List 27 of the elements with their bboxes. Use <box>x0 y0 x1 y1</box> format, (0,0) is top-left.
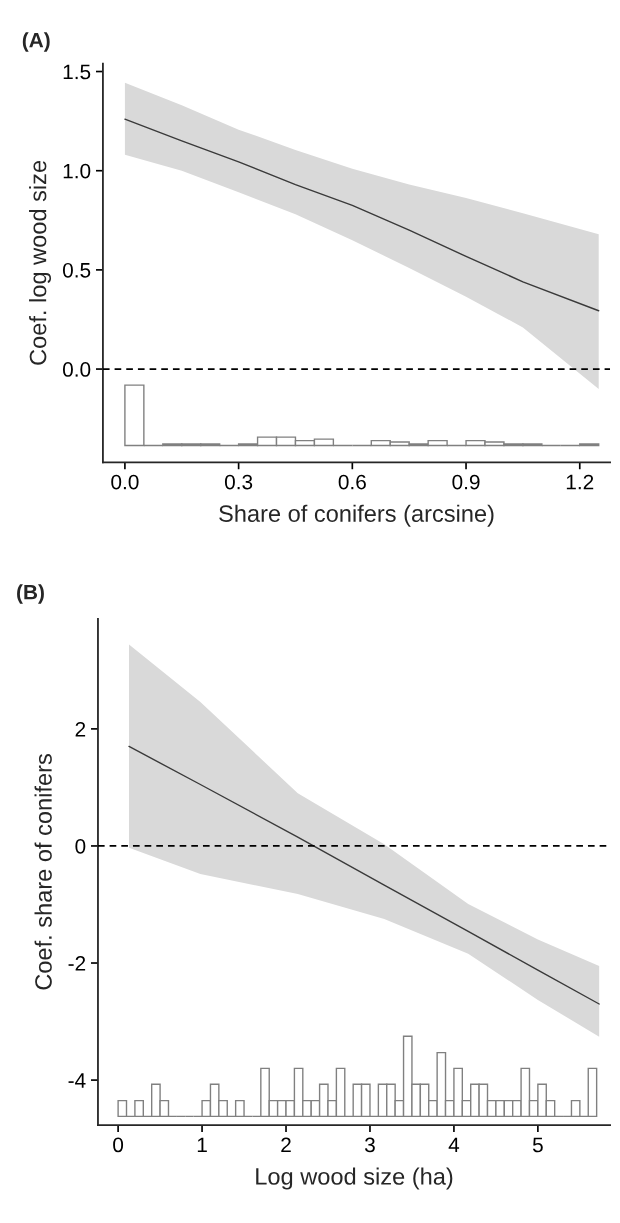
x-tick-label: 5 <box>532 1137 543 1153</box>
y-tick-label: 1.5 <box>63 64 91 80</box>
line-series <box>124 118 600 312</box>
y-axis-title: Coef. share of conifers <box>34 754 52 990</box>
y-tick-label: 0.0 <box>62 362 91 377</box>
x-axis-title: Share of conifers (arcsine) <box>219 504 494 527</box>
x-tick-label: 3 <box>364 1137 375 1153</box>
x-tick-label: 2 <box>281 1137 291 1153</box>
chart-title: (A) <box>22 32 50 52</box>
chart-title: (B) <box>17 584 44 604</box>
y-tick-label: 0.5 <box>62 262 91 278</box>
y-tick-label: 2 <box>75 721 86 737</box>
y-tick-label: -4 <box>68 1073 86 1088</box>
x-tick-label: 1 <box>197 1137 207 1153</box>
y-axis-title: Coef. log wood size <box>29 160 52 365</box>
line-series <box>128 745 600 1005</box>
y-tick-label: -2 <box>68 956 86 971</box>
x-tick-label: 0.0 <box>111 474 139 490</box>
x-axis-title: Log wood size (ha) <box>256 1167 453 1190</box>
x-tick-label: 0 <box>113 1137 124 1153</box>
x-tick-label: 1.2 <box>566 474 594 490</box>
y-tick-label: 1.0 <box>63 163 91 179</box>
x-tick-label: 0.9 <box>452 474 480 490</box>
x-tick-label: 0.3 <box>224 474 253 490</box>
x-tick-label: 4 <box>448 1137 460 1153</box>
y-tick-label: 0 <box>75 838 86 854</box>
x-tick-label: 0.6 <box>338 474 366 490</box>
